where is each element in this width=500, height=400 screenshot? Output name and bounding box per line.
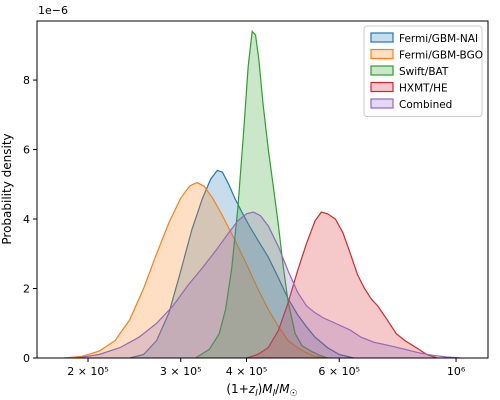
legend-swatch-swift-bat	[370, 65, 394, 76]
y-tick-label: 0	[23, 352, 30, 365]
line-swift-bat	[195, 30, 328, 359]
legend-box	[363, 25, 483, 117]
x-tick-label: 4 × 10⁵	[226, 365, 268, 378]
y-tick-label: 6	[23, 144, 30, 157]
area-swift-bat	[195, 31, 328, 359]
y-tick-label: 4	[23, 213, 30, 226]
x-tick-label: 3 × 10⁵	[160, 365, 202, 378]
plot-frame	[36, 20, 489, 359]
x-axis-label: (1+zl)Ml/M☉	[226, 382, 297, 399]
legend: Fermi/GBM-NAI Fermi/GBM-BGO Swift/BAT HXMT/…	[363, 25, 483, 117]
legend-label-hxmt-he: HXMT/HE	[399, 83, 448, 95]
legend-swatch-fermi-gbm-nai	[370, 32, 394, 43]
area-fermi-gbm-bgo	[63, 182, 324, 358]
legend-label-fermi-gbm-nai: Fermi/GBM-NAI	[399, 33, 478, 45]
area-fermi-gbm-nai	[129, 170, 354, 358]
line-fermi-gbm-bgo	[63, 181, 324, 359]
line-combined	[76, 211, 461, 359]
x-tick-label: 10⁶	[447, 365, 466, 378]
y-axis: 0 2 4 6 8	[23, 74, 37, 365]
x-tick-label: 6 × 10⁵	[318, 365, 360, 378]
legend-swatch-combined	[370, 98, 394, 109]
density-areas	[63, 30, 461, 359]
x-axis: 2 × 10⁵ 3 × 10⁵ 4 × 10⁵ 6 × 10⁵ 10⁶	[67, 358, 466, 378]
y-axis-label: Probability density	[0, 133, 14, 244]
y-tick-label: 2	[23, 283, 30, 296]
area-hxmt-he	[246, 212, 437, 358]
legend-swatch-fermi-gbm-bgo	[370, 48, 394, 60]
y-tick-label: 8	[23, 74, 30, 87]
area-combined	[76, 212, 461, 358]
x-tick-label: 2 × 10⁵	[67, 365, 109, 378]
legend-label-combined: Combined	[399, 99, 452, 111]
legend-label-swift-bat: Swift/BAT	[399, 66, 449, 78]
legend-label-fermi-gbm-bgo: Fermi/GBM-BGO	[399, 50, 483, 62]
y-scale-label: 1e−6	[38, 4, 68, 17]
line-hxmt-he	[246, 211, 438, 359]
legend-swatch-hxmt-he	[370, 81, 394, 93]
